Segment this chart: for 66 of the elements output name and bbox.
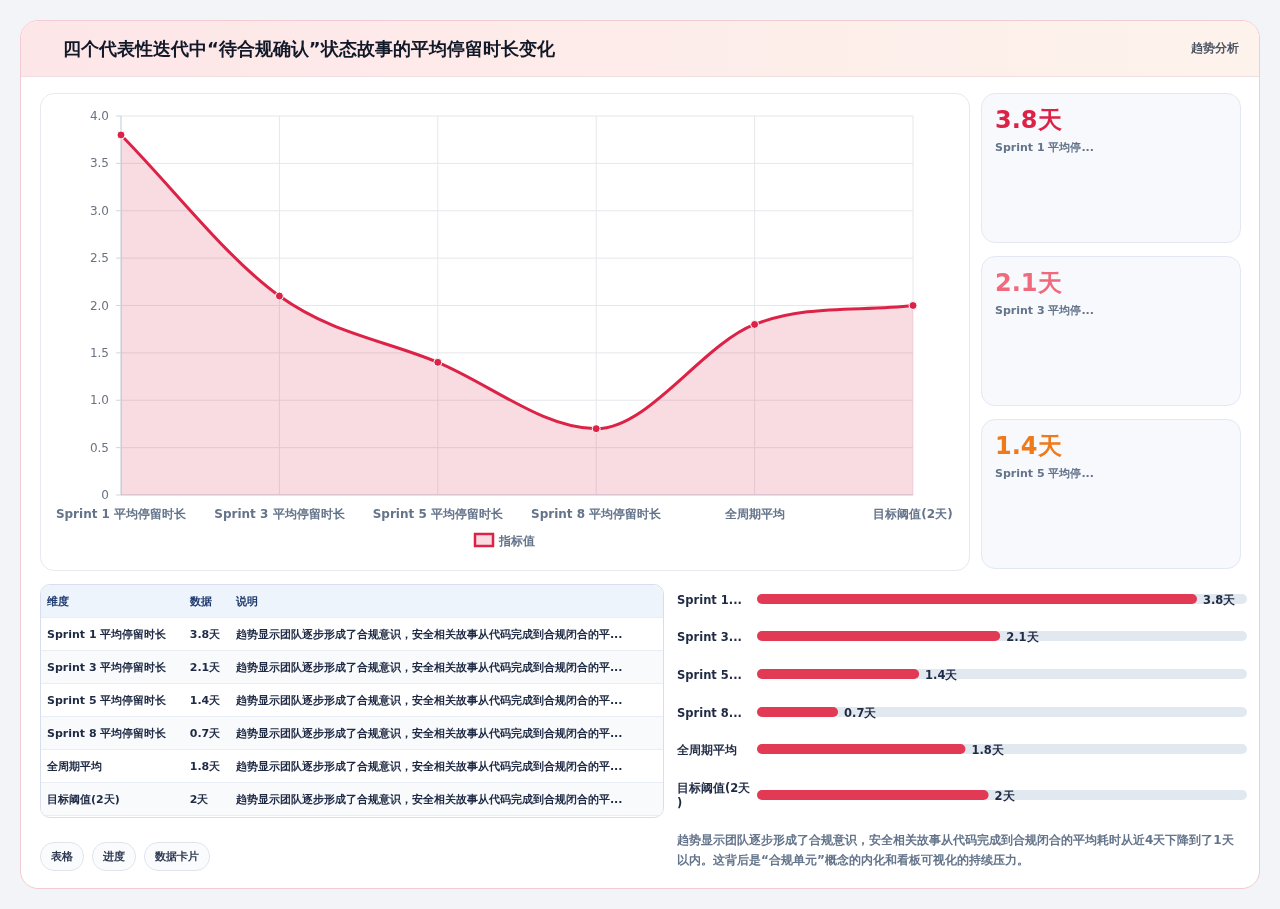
text: 趋势显示团队逐步形成了合规意识，安全相关故事从代码完成到合规闭合的平... <box>229 716 663 750</box>
text: 2.1天 <box>995 268 1062 299</box>
text: 数据 <box>183 585 230 618</box>
y-tick-label: 0 <box>101 488 109 502</box>
text: 趋势显示团队逐步形成了合规意识，安全相关故事从代码完成到合规闭合的平... <box>229 650 663 684</box>
data-label: 2天 <box>994 789 1015 803</box>
y-tick-label: 目标阈值(2天) <box>677 781 751 810</box>
text: 趋势显示团队逐步形成了合规意识，安全相关故事从代码完成到合规闭合的平均耗时从近4天下降到了1天以内。这背后是“合规单元”概念的内化和看板可视化的持续压力。 <box>677 832 1235 869</box>
y-tick-label: 2.5 <box>89 251 109 266</box>
text: 趋势显示团队逐步形成了合规意识，安全相关故事从代码完成到合规闭合的平... <box>229 782 663 816</box>
text: 趋势显示团队逐步形成了合规意识，安全相关故事从代码完成到合规闭合的平... <box>229 617 663 651</box>
text: Sprint 5 平均停留时长 <box>41 683 184 717</box>
point <box>750 319 760 329</box>
x-tick-label: 全周期平均 <box>723 507 785 521</box>
bar <box>757 707 839 717</box>
data-label: 2.1天 <box>1006 630 1039 644</box>
data-label: 3.8天 <box>1203 593 1236 607</box>
y-tick-label: Sprint 8... <box>677 706 742 720</box>
y-tick-label: 1.5 <box>89 345 109 360</box>
point <box>274 291 284 301</box>
text: 1.8天 <box>183 749 230 783</box>
text: 表格 <box>40 842 84 871</box>
data-label: 0.7天 <box>844 706 877 720</box>
text: 数据卡片 <box>144 842 210 871</box>
text: Sprint 1 平均停... <box>995 140 1094 155</box>
point <box>433 357 443 367</box>
text: 趋势显示团队逐步形成了合规意识，安全相关故事从代码完成到合规闭合的平... <box>229 749 663 783</box>
text: Sprint 3 平均停留时长 <box>41 650 184 684</box>
text: Sprint 3 平均停... <box>995 303 1094 318</box>
text: 说明 <box>229 585 663 618</box>
text: 0.7天 <box>183 716 230 750</box>
y-tick-label: Sprint 3... <box>677 630 742 644</box>
x-tick-label: Sprint 5 平均停留时长 <box>372 507 504 521</box>
x-tick-label: Sprint 1 平均停留时长 <box>55 507 188 521</box>
point <box>116 130 126 140</box>
y-tick-label: 全周期平均 <box>676 743 737 757</box>
point <box>908 301 918 310</box>
legend-label: 指标值 <box>498 534 535 548</box>
text: 1.4天 <box>183 683 230 717</box>
y-tick-label: Sprint 1... <box>677 593 742 607</box>
text: 1.4天 <box>995 431 1062 462</box>
text: 2天 <box>183 782 230 816</box>
text: 3.8天 <box>995 105 1062 136</box>
x-tick-label: Sprint 8 平均停留时长 <box>531 507 663 521</box>
x-tick-label: 目标阈值(2天) <box>873 507 953 521</box>
text: 进度 <box>92 842 136 871</box>
data-label: 1.4天 <box>925 668 958 682</box>
text: Sprint 8 平均停留时长 <box>41 716 184 750</box>
text: Sprint 5 平均停... <box>995 466 1094 481</box>
text: Sprint 1 平均停留时长 <box>41 617 184 651</box>
text: 维度 <box>41 585 184 618</box>
y-tick-label: 2.0 <box>89 298 109 313</box>
text: 3.8天 <box>183 617 230 651</box>
text: 趋势分析 <box>1191 40 1239 57</box>
x-tick-label: Sprint 3 平均停留时长 <box>214 507 346 521</box>
text: 2.1天 <box>183 650 230 684</box>
y-tick-label: Sprint 5... <box>677 668 742 682</box>
y-tick-label: 4.0 <box>89 109 109 123</box>
y-tick-label: 1.0 <box>89 393 109 408</box>
y-tick-label: 3.0 <box>89 203 109 218</box>
y-tick-label: 0.5 <box>89 440 109 455</box>
text: 趋势显示团队逐步形成了合规意识，安全相关故事从代码完成到合规闭合的平... <box>229 683 663 717</box>
data-label: 1.8天 <box>971 743 1004 757</box>
chart-title: 四个代表性迭代中“待合规确认”状态故事的平均停留时长变化 <box>63 37 555 61</box>
y-tick-label: 3.5 <box>89 156 109 171</box>
point <box>591 424 601 434</box>
